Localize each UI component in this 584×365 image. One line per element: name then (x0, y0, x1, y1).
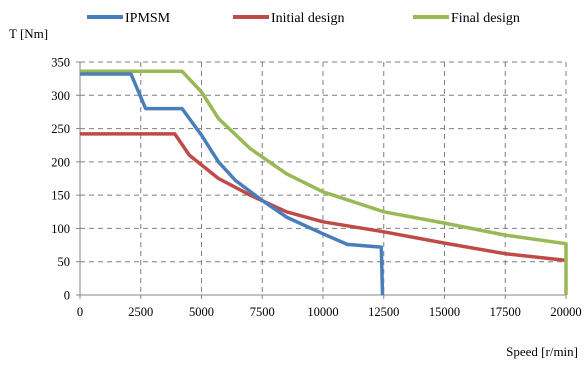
x-tick-label: 12500 (368, 305, 399, 319)
series-line-initial-design (80, 132, 567, 263)
x-tick-label: 2500 (128, 305, 153, 319)
y-tick-label: 300 (51, 89, 70, 103)
y-tick-label: 0 (64, 289, 70, 303)
legend-label-initial-design: Initial design (271, 11, 345, 26)
series-line-ipmsm (80, 72, 385, 296)
y-tick-label: 50 (58, 255, 71, 269)
x-tick-label: 15000 (429, 305, 460, 319)
x-tick-label: 20000 (550, 305, 581, 319)
y-tick-label: 100 (51, 222, 70, 236)
x-tick-label: 5000 (189, 305, 214, 319)
x-tick-label: 7500 (250, 305, 275, 319)
tick-label-layer: 0 50 100 150 200 250 300 350 0 2500 5000 7500 10000 1… (51, 56, 581, 320)
axis-layer (76, 61, 567, 299)
y-tick-label: 150 (51, 189, 70, 203)
x-tick-label: 10000 (307, 305, 338, 319)
series-layer (80, 69, 568, 296)
legend: IPMSM Initial design Final design (87, 11, 520, 26)
x-tick-label: 0 (77, 305, 83, 319)
x-tick-label: 17500 (490, 305, 521, 319)
y-tick-label: 350 (51, 56, 70, 70)
y-axis-title: T [Nm] (9, 26, 48, 41)
grid-layer (80, 61, 567, 295)
x-axis-title: Speed [r/min] (506, 344, 578, 359)
legend-label-final-design: Final design (451, 11, 520, 26)
y-tick-label: 200 (51, 155, 70, 169)
legend-label-ipmsm: IPMSM (125, 11, 171, 26)
series-line-final-design (80, 69, 568, 295)
y-tick-label: 250 (51, 122, 70, 136)
